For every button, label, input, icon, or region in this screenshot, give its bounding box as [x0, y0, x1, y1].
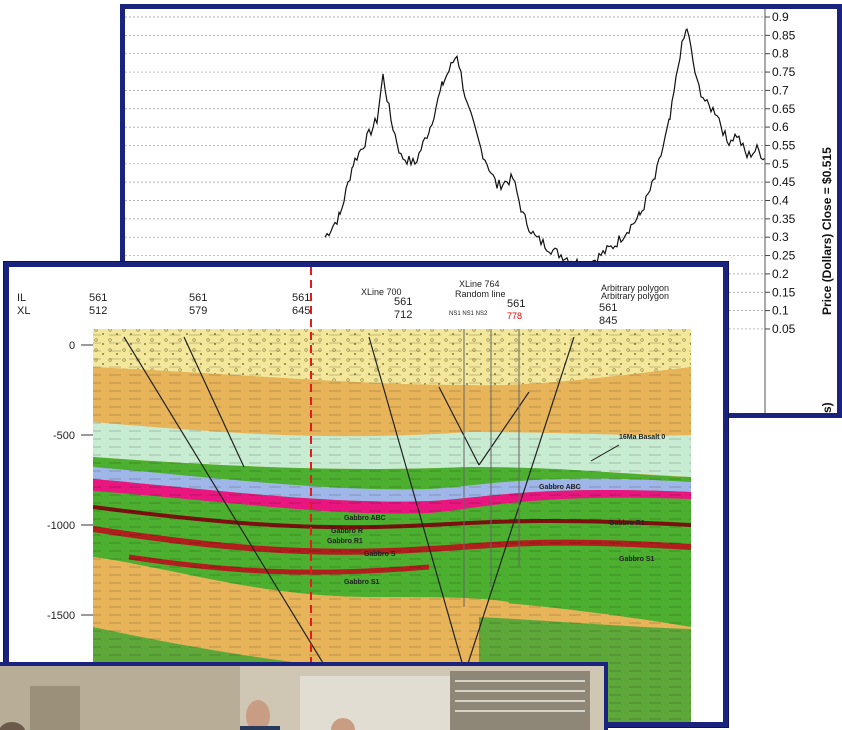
- y-tick-label: 0.6: [772, 120, 789, 134]
- xl-value-4: 712: [394, 309, 412, 321]
- office-photo-image: [0, 666, 604, 730]
- y-tick-label: 0.25: [772, 249, 796, 263]
- geologic-section-panel: IL XL 561 512 561 579 561 645 XLine 700 …: [4, 262, 728, 727]
- il-value-1: 561: [89, 292, 107, 304]
- depth-axis: 0 -500 -1000 -1500: [47, 340, 93, 622]
- price-series-line: [324, 28, 766, 273]
- horizon-label-gabbro-s1-2: Gabbro S1: [344, 579, 380, 586]
- xl-value-1: 512: [89, 305, 107, 317]
- xline-700-label: XLine 700: [361, 287, 402, 297]
- il-value-6: 561: [599, 302, 617, 314]
- y-tick-label: 0.9: [772, 10, 789, 24]
- horizon-label-basalt: 16Ma Basalt 0: [619, 434, 665, 441]
- il-value-3: 561: [292, 292, 310, 304]
- il-value-2: 561: [189, 292, 207, 304]
- y-tick-label: 0.1: [772, 304, 789, 318]
- horizon-label-gabbro-abc-2: Gabbro ABC: [539, 484, 581, 491]
- y-tick-label: 0.55: [772, 138, 796, 152]
- horizon-label-gabbro-s1-1: Gabbro S1: [619, 556, 655, 563]
- y-tick-label: 0.05: [772, 322, 796, 336]
- xline-764-label: XLine 764: [459, 279, 500, 289]
- office-photo: [0, 662, 608, 730]
- horizon-label-gabbro-r1-2: Gabbro R1: [609, 520, 645, 527]
- price-axis-title-fragment: s): [820, 402, 834, 413]
- basalt-pointer-arrow: [590, 444, 620, 462]
- horizon-label-gabbro-r1-1: Gabbro R1: [327, 538, 363, 545]
- il-value-5-overlay: 561: [507, 298, 525, 310]
- y-tick-label: 0.85: [772, 28, 796, 42]
- xl-value-2: 579: [189, 305, 207, 317]
- horizon-labels: 16Ma Basalt 0 Gabbro ABC Gabbro ABC Gabb…: [327, 434, 665, 586]
- depth-tick-0: 0: [69, 340, 75, 352]
- horizon-label-gabbro-s: Gabbro S: [364, 551, 396, 558]
- depth-tick-500: -500: [53, 430, 75, 442]
- y-tick-label: 0.5: [772, 157, 789, 171]
- y-tick-label: 0.75: [772, 65, 796, 79]
- red-marker-label: 778: [507, 311, 522, 321]
- il-label: IL: [17, 292, 26, 304]
- depth-tick-1500: -1500: [47, 610, 75, 622]
- random-line-label: Random line: [455, 289, 506, 299]
- horizon-label-gabbro-r: Gabbro R: [331, 528, 363, 535]
- il-value-4: 561: [394, 296, 412, 308]
- y-tick-label: 0.65: [772, 102, 796, 116]
- price-axis-title: Price (Dollars) Close = $0.515: [820, 147, 834, 315]
- xl-value-5: 845: [599, 315, 617, 327]
- arbitrary-polygon-1: Arbitrary polygon: [601, 283, 669, 293]
- arbitrary-polygon-2: Arbitrary polygon: [601, 291, 669, 301]
- depth-tick-1000: -1000: [47, 520, 75, 532]
- y-tick-label: 0.15: [772, 285, 796, 299]
- small-labels: NS1 NS1 NS2: [449, 311, 488, 317]
- fault-lines: [123, 336, 575, 722]
- xl-label: XL: [17, 305, 30, 317]
- y-tick-label: 0.7: [772, 83, 789, 97]
- y-tick-label: 0.4: [772, 194, 789, 208]
- well-lines: [463, 329, 520, 607]
- section-header: IL XL 561 512 561 579 561 645 XLine 700 …: [17, 279, 669, 327]
- y-tick-label: 0.3: [772, 230, 789, 244]
- geologic-section: IL XL 561 512 561 579 561 645 XLine 700 …: [17, 267, 721, 722]
- y-tick-label: 0.45: [772, 175, 796, 189]
- horizon-label-gabbro-abc-1: Gabbro ABC: [344, 515, 386, 522]
- xl-value-3: 645: [292, 305, 310, 317]
- y-tick-label: 0.8: [772, 47, 789, 61]
- y-tick-label: 0.35: [772, 212, 796, 226]
- y-tick-label: 0.2: [772, 267, 789, 281]
